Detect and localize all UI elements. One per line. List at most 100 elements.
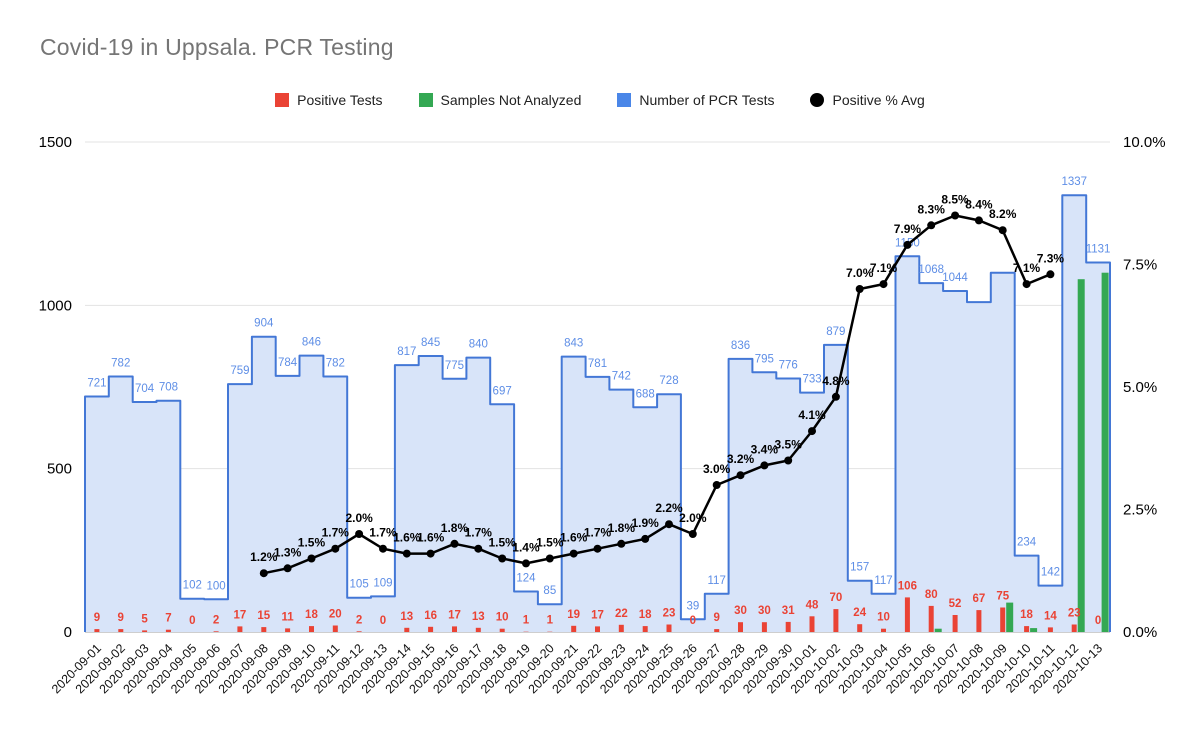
- svg-text:109: 109: [373, 577, 392, 589]
- svg-text:1.7%: 1.7%: [369, 526, 397, 540]
- svg-text:24: 24: [853, 607, 866, 619]
- svg-text:15: 15: [257, 610, 270, 622]
- svg-text:9: 9: [94, 612, 100, 624]
- svg-text:0: 0: [64, 624, 72, 641]
- svg-text:16: 16: [424, 610, 437, 622]
- svg-text:1000: 1000: [39, 297, 72, 314]
- legend-label-number-of-pcr-tests: Number of PCR Tests: [639, 92, 775, 108]
- svg-text:23: 23: [663, 607, 676, 619]
- svg-text:688: 688: [636, 388, 655, 400]
- svg-text:13: 13: [400, 611, 413, 623]
- svg-text:1.7%: 1.7%: [465, 526, 493, 540]
- svg-text:8.2%: 8.2%: [989, 207, 1017, 221]
- legend-item-number-of-pcr-tests[interactable]: Number of PCR Tests: [617, 92, 774, 108]
- svg-text:1.5%: 1.5%: [488, 536, 516, 550]
- svg-text:742: 742: [612, 371, 631, 383]
- svg-text:4.1%: 4.1%: [798, 408, 826, 422]
- svg-text:0: 0: [380, 615, 386, 627]
- svg-text:8.5%: 8.5%: [941, 193, 969, 207]
- svg-text:9: 9: [713, 612, 719, 624]
- svg-text:30: 30: [758, 605, 771, 617]
- svg-text:1.2%: 1.2%: [250, 550, 278, 564]
- x-axis-labels: 2020-09-012020-09-022020-09-032020-09-04…: [49, 641, 1105, 696]
- svg-text:2.0%: 2.0%: [679, 511, 707, 525]
- svg-text:845: 845: [421, 337, 440, 349]
- svg-text:1.5%: 1.5%: [536, 536, 564, 550]
- svg-text:836: 836: [731, 340, 750, 352]
- svg-text:20: 20: [329, 608, 342, 620]
- svg-text:1.6%: 1.6%: [393, 531, 421, 545]
- svg-text:1131: 1131: [1086, 244, 1111, 256]
- svg-text:817: 817: [397, 346, 416, 358]
- svg-text:1: 1: [547, 615, 554, 627]
- svg-text:3.4%: 3.4%: [751, 442, 779, 456]
- svg-text:782: 782: [326, 358, 345, 370]
- svg-text:879: 879: [826, 326, 845, 338]
- svg-text:10: 10: [496, 612, 509, 624]
- svg-text:105: 105: [350, 579, 369, 591]
- positive-pct-line: 1.2%1.3%1.5%1.7%2.0%1.7%1.6%1.6%1.8%1.7%…: [250, 193, 1064, 578]
- svg-text:784: 784: [278, 357, 298, 369]
- svg-text:11: 11: [282, 611, 295, 623]
- svg-text:100: 100: [207, 580, 226, 592]
- svg-text:17: 17: [448, 609, 461, 621]
- svg-text:5.0%: 5.0%: [1123, 379, 1157, 396]
- svg-text:7.1%: 7.1%: [870, 261, 898, 275]
- svg-text:721: 721: [87, 377, 106, 389]
- chart-legend: Positive Tests Samples Not Analyzed Numb…: [0, 92, 1200, 108]
- svg-text:3.2%: 3.2%: [727, 452, 755, 466]
- svg-text:846: 846: [302, 337, 321, 349]
- svg-text:8.4%: 8.4%: [965, 197, 993, 211]
- svg-text:7.3%: 7.3%: [1037, 251, 1065, 265]
- positive-tests-swatch: [275, 93, 290, 107]
- samples-not-analyzed-bars: [934, 272, 1109, 632]
- svg-text:0.0%: 0.0%: [1123, 624, 1157, 641]
- svg-text:843: 843: [564, 338, 583, 350]
- svg-text:704: 704: [135, 383, 155, 395]
- svg-text:759: 759: [230, 365, 249, 377]
- svg-text:1044: 1044: [942, 272, 968, 284]
- svg-text:13: 13: [472, 611, 485, 623]
- svg-text:124: 124: [516, 572, 536, 584]
- legend-item-positive-tests[interactable]: Positive Tests: [275, 92, 383, 108]
- svg-text:1: 1: [523, 615, 530, 627]
- svg-text:22: 22: [615, 608, 628, 620]
- svg-text:4.8%: 4.8%: [822, 374, 850, 388]
- legend-item-positive-pct-avg[interactable]: Positive % Avg: [810, 92, 925, 108]
- svg-text:733: 733: [802, 374, 821, 386]
- svg-text:142: 142: [1041, 567, 1060, 579]
- svg-text:1068: 1068: [918, 264, 944, 276]
- svg-text:17: 17: [234, 609, 247, 621]
- svg-text:157: 157: [850, 562, 869, 574]
- positive-pct-avg-swatch: [810, 93, 825, 107]
- svg-text:70: 70: [829, 592, 842, 604]
- svg-text:7: 7: [165, 613, 171, 625]
- svg-text:840: 840: [469, 339, 488, 351]
- svg-text:1.5%: 1.5%: [298, 536, 326, 550]
- svg-text:2.2%: 2.2%: [655, 501, 683, 515]
- svg-text:7.1%: 7.1%: [1013, 261, 1041, 275]
- svg-text:7.0%: 7.0%: [846, 266, 874, 280]
- svg-text:18: 18: [639, 609, 652, 621]
- svg-text:2: 2: [213, 614, 219, 626]
- svg-text:18: 18: [1020, 609, 1033, 621]
- svg-text:48: 48: [806, 599, 819, 611]
- svg-text:2.5%: 2.5%: [1123, 502, 1157, 519]
- svg-text:39: 39: [686, 600, 699, 612]
- svg-text:2: 2: [356, 614, 362, 626]
- svg-text:10.0%: 10.0%: [1123, 134, 1166, 151]
- svg-text:781: 781: [588, 358, 607, 370]
- legend-item-samples-not-analyzed[interactable]: Samples Not Analyzed: [418, 92, 581, 108]
- svg-text:18: 18: [305, 609, 318, 621]
- svg-text:1.3%: 1.3%: [274, 545, 302, 559]
- svg-text:1.6%: 1.6%: [417, 531, 445, 545]
- samples-not-analyzed-swatch: [418, 93, 433, 107]
- svg-text:3.0%: 3.0%: [703, 462, 731, 476]
- svg-text:2.0%: 2.0%: [345, 511, 373, 525]
- svg-text:80: 80: [925, 589, 938, 601]
- svg-text:234: 234: [1017, 537, 1037, 549]
- svg-text:775: 775: [445, 360, 464, 372]
